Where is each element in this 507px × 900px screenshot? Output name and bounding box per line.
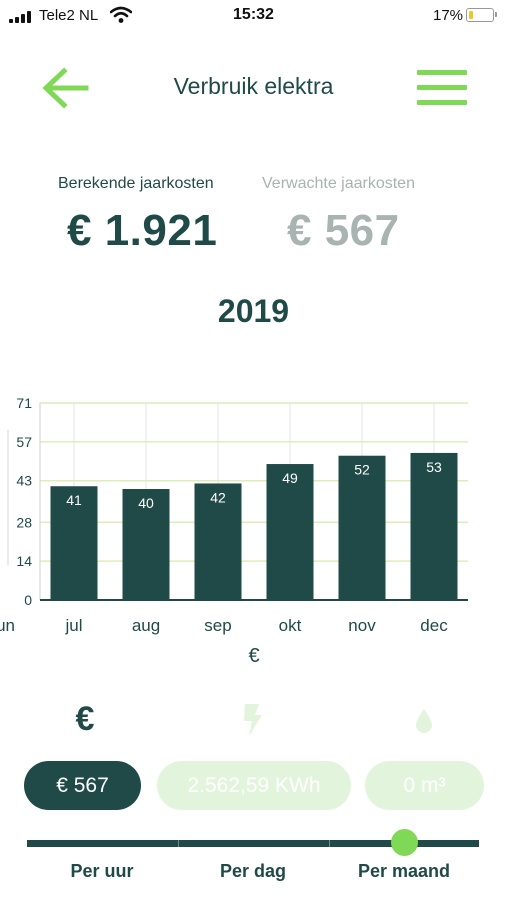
- y-tick-label: 28: [16, 514, 32, 530]
- y-tick-label: 71: [16, 395, 32, 411]
- bar: [266, 464, 314, 600]
- signal-icon: [9, 11, 35, 23]
- y-tick-label: 43: [16, 473, 32, 489]
- expected-cost-tab[interactable]: Verwachte jaarkosten: [262, 175, 415, 192]
- battery-icon: [466, 8, 497, 22]
- slider-tick: [178, 840, 179, 847]
- bar: [122, 489, 170, 600]
- period-option-hour[interactable]: Per uur: [70, 861, 134, 881]
- y-tick-label: 0: [24, 592, 32, 608]
- bar: [50, 486, 98, 600]
- calculated-cost-tab[interactable]: Berekende jaarkosten: [58, 175, 214, 192]
- year-label: 2019: [217, 293, 290, 329]
- y-tick-label: 57: [16, 434, 32, 450]
- battery-percentage: 17%: [433, 7, 464, 24]
- period-slider-thumb[interactable]: [391, 829, 418, 856]
- x-tick-label: sep: [204, 616, 231, 635]
- carrier-name: Tele2 NL: [39, 7, 99, 24]
- x-tick-label: jul: [64, 616, 82, 635]
- kwh-value-pill[interactable]: 2.562,59 KWh: [157, 761, 351, 810]
- monthly-usage-chart[interactable]: 0 14 28 43 57 71 41 jul 40 aug 42 sep 49 okt 52 nov 53 de…: [0, 385, 507, 670]
- period-option-day[interactable]: Per dag: [219, 861, 287, 881]
- euro-icon[interactable]: €: [75, 700, 95, 738]
- x-tick-label-clipped: jun: [0, 616, 15, 635]
- bar-value-label: 49: [282, 470, 298, 486]
- bar-value-label: 42: [210, 489, 226, 505]
- expected-cost-value: € 567: [287, 206, 400, 255]
- bar: [194, 483, 242, 600]
- bolt-icon[interactable]: [240, 703, 264, 737]
- arrow-left-icon[interactable]: [40, 66, 90, 110]
- euro-value-pill[interactable]: € 567: [24, 761, 141, 810]
- calculated-cost-value: € 1.921: [67, 206, 218, 255]
- page-title: Verbruik elektra: [173, 73, 334, 99]
- bar-value-label: 41: [66, 492, 82, 508]
- x-tick-label: nov: [348, 616, 376, 635]
- status-bar: Tele2 NL 15:32 17%: [0, 0, 507, 32]
- y-tick-label: 14: [16, 553, 32, 569]
- bar: [338, 455, 386, 600]
- x-tick-label: dec: [420, 616, 448, 635]
- status-time: 15:32: [233, 6, 274, 23]
- x-tick-label: okt: [279, 616, 302, 635]
- x-tick-label: aug: [132, 616, 160, 635]
- wifi-icon: [110, 6, 132, 23]
- period-option-month[interactable]: Per maand: [357, 861, 451, 881]
- hamburger-menu-icon[interactable]: [417, 70, 467, 106]
- bar-value-label: 40: [138, 495, 154, 511]
- bar-value-label: 52: [354, 462, 370, 478]
- period-slider-track[interactable]: [27, 840, 479, 847]
- bar: [410, 452, 458, 600]
- drop-icon[interactable]: [415, 708, 433, 734]
- bar-value-label: 53: [426, 459, 442, 475]
- gas-value-pill[interactable]: 0 m³: [365, 761, 484, 810]
- x-axis-label: €: [248, 645, 259, 667]
- slider-tick: [329, 840, 330, 847]
